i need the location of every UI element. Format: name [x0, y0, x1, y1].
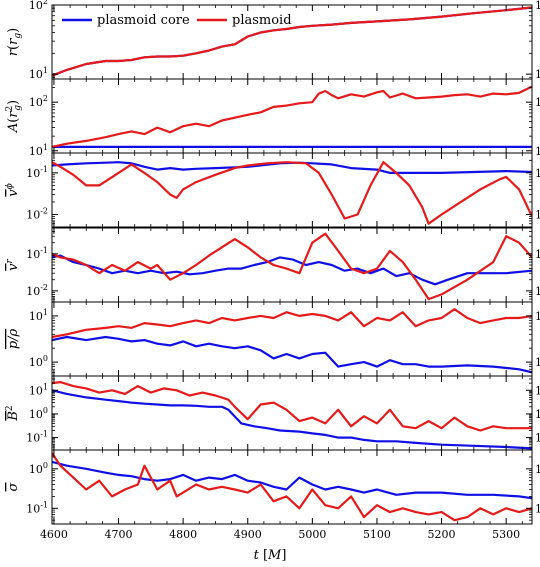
panel-frame: [51, 375, 533, 451]
x-tick-label: 4900: [234, 528, 262, 541]
y-tick-label-left: 101: [29, 382, 48, 397]
y-axis-label: B2: [5, 405, 21, 421]
legend-plasmoid-label: plasmoid: [232, 13, 292, 28]
y-tick-label-left: 102: [29, 0, 48, 12]
y-tick-label-right: 10-2: [535, 283, 540, 298]
y-tick-label-right: 101: [535, 308, 540, 323]
x-tick-label: 5300: [492, 528, 520, 541]
y-tick-label-left: 10-1: [26, 246, 48, 261]
series-line-plasmoid-panel-1: [52, 6, 532, 77]
panel-frame: [51, 78, 533, 154]
panel-3: 10-2 10-2 10-1 10-1 vϕ: [5, 152, 540, 228]
panel-2: 101 101 102 102 A(r2g): [5, 78, 540, 158]
y-tick-label-right: 10-1: [535, 430, 540, 445]
series-line-plasmoid-panel-3: [52, 161, 532, 225]
series-line-core-panel-5: [52, 335, 532, 374]
y-axis-label: r(rg): [6, 28, 23, 56]
y-axis-label: vϕ: [5, 183, 21, 197]
legend: plasmoid core plasmoid: [62, 13, 292, 28]
x-tick-label: 5100: [363, 528, 391, 541]
series-line-core-panel-4: [52, 254, 532, 286]
svg-text:vr: vr: [5, 258, 21, 270]
y-tick-label-left: 101: [29, 308, 48, 323]
x-axis-label: t [M]: [254, 548, 287, 563]
svg-text:B2: B2: [5, 405, 21, 421]
y-tick-label-left: 102: [29, 94, 48, 109]
y-tick-label-left: 10-1: [26, 500, 48, 515]
y-tick-label-right: 100: [535, 354, 540, 369]
y-tick-label-right: 101: [535, 66, 540, 81]
y-tick-label-left: 100: [29, 354, 48, 369]
panel-frame: [51, 152, 533, 228]
y-axis-label: vr: [5, 258, 21, 270]
panel-5: 100 100 101 101 p/ρ: [6, 301, 540, 377]
y-tick-label-right: 10-1: [535, 246, 540, 261]
svg-text:vϕ: vϕ: [5, 183, 21, 197]
panel-frame: [51, 449, 533, 525]
x-tick-label: 4600: [40, 528, 68, 541]
y-tick-label-left: 10-1: [26, 430, 48, 445]
panel-7: 10-1 10-1 100 100 σ: [6, 449, 540, 525]
panel-6: 10-1 10-1 100 100 101 101 B2: [5, 375, 540, 451]
y-axis-label: σ: [6, 481, 21, 491]
panel-4: 10-2 10-2 10-1 10-1 vr: [5, 227, 540, 303]
panels-group: 101101102102r(rg)101101102102A(r2g)10-21…: [5, 0, 540, 541]
y-tick-label-right: 100: [535, 406, 540, 421]
svg-text:r(rg): r(rg): [6, 28, 23, 56]
y-tick-label-left: 101: [29, 66, 48, 81]
y-tick-label-right: 100: [535, 461, 540, 476]
series-line-core-panel-6: [52, 389, 532, 450]
y-axis-label: A(r2g): [5, 100, 23, 133]
y-tick-label-right: 10-2: [535, 206, 540, 221]
y-tick-label-left: 100: [29, 406, 48, 421]
series-line-plasmoid-panel-5: [52, 308, 532, 339]
svg-text:A(r2g): A(r2g): [5, 100, 23, 133]
legend-core-label: plasmoid core: [97, 13, 190, 28]
series-line-plasmoid-panel-7: [52, 452, 532, 522]
y-tick-label-right: 101: [535, 143, 540, 158]
y-tick-label-left: 10-2: [26, 283, 48, 298]
y-tick-label-right: 102: [535, 94, 540, 109]
series-line-core-panel-7: [52, 460, 532, 500]
series-line-plasmoid-panel-6: [52, 381, 532, 432]
y-tick-label-left: 10-2: [26, 206, 48, 221]
x-tick-label: 5200: [428, 528, 456, 541]
x-tick-label: 4800: [169, 528, 197, 541]
svg-text:σ: σ: [6, 481, 21, 491]
y-tick-label-left: 100: [29, 461, 48, 476]
series-line-core-panel-3: [52, 161, 532, 174]
series-line-plasmoid-panel-4: [52, 232, 532, 301]
svg-text:p/ρ: p/ρ: [6, 328, 21, 349]
series-line-plasmoid-panel-2: [52, 85, 532, 148]
y-tick-label-right: 101: [535, 382, 540, 397]
y-tick-label-right: 102: [535, 0, 540, 12]
y-axis-label: p/ρ: [6, 328, 21, 349]
y-tick-label-right: 10-1: [535, 500, 540, 515]
y-tick-label-left: 10-1: [26, 165, 48, 180]
x-tick-label: 5000: [298, 528, 326, 541]
x-tick-label: 4700: [105, 528, 133, 541]
y-tick-label-right: 10-1: [535, 165, 540, 180]
panel-frame: [51, 227, 533, 303]
y-tick-label-left: 101: [29, 143, 48, 158]
